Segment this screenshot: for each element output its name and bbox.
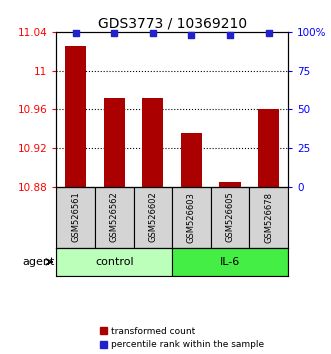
Title: GDS3773 / 10369210: GDS3773 / 10369210 (98, 17, 247, 31)
Text: GSM526605: GSM526605 (225, 192, 235, 242)
Point (150, 30, 156, 36)
Bar (211, 187, 249, 248)
Bar (142, 98, 164, 187)
Text: GSM526603: GSM526603 (187, 192, 196, 242)
Bar (258, 109, 279, 187)
Bar (172, 187, 211, 248)
Bar (104, 98, 125, 187)
Bar (65, 46, 86, 187)
Point (73, 30, 78, 36)
Text: agent: agent (22, 257, 54, 267)
Bar (181, 133, 202, 187)
Point (189, 32, 194, 38)
Bar (219, 182, 241, 187)
Bar (172, 248, 288, 276)
Text: GSM526562: GSM526562 (110, 192, 119, 242)
Text: GSM526602: GSM526602 (148, 192, 157, 242)
Bar (95, 187, 133, 248)
Text: GSM526561: GSM526561 (71, 192, 80, 242)
Bar (249, 187, 288, 248)
Point (266, 30, 271, 36)
Text: GSM526678: GSM526678 (264, 192, 273, 242)
Text: IL-6: IL-6 (220, 257, 240, 267)
Point (227, 32, 233, 38)
Bar (56, 248, 172, 276)
Bar (133, 187, 172, 248)
Point (112, 30, 117, 36)
Bar (56, 187, 95, 248)
Legend: transformed count, percentile rank within the sample: transformed count, percentile rank withi… (100, 327, 264, 349)
Text: control: control (95, 257, 133, 267)
